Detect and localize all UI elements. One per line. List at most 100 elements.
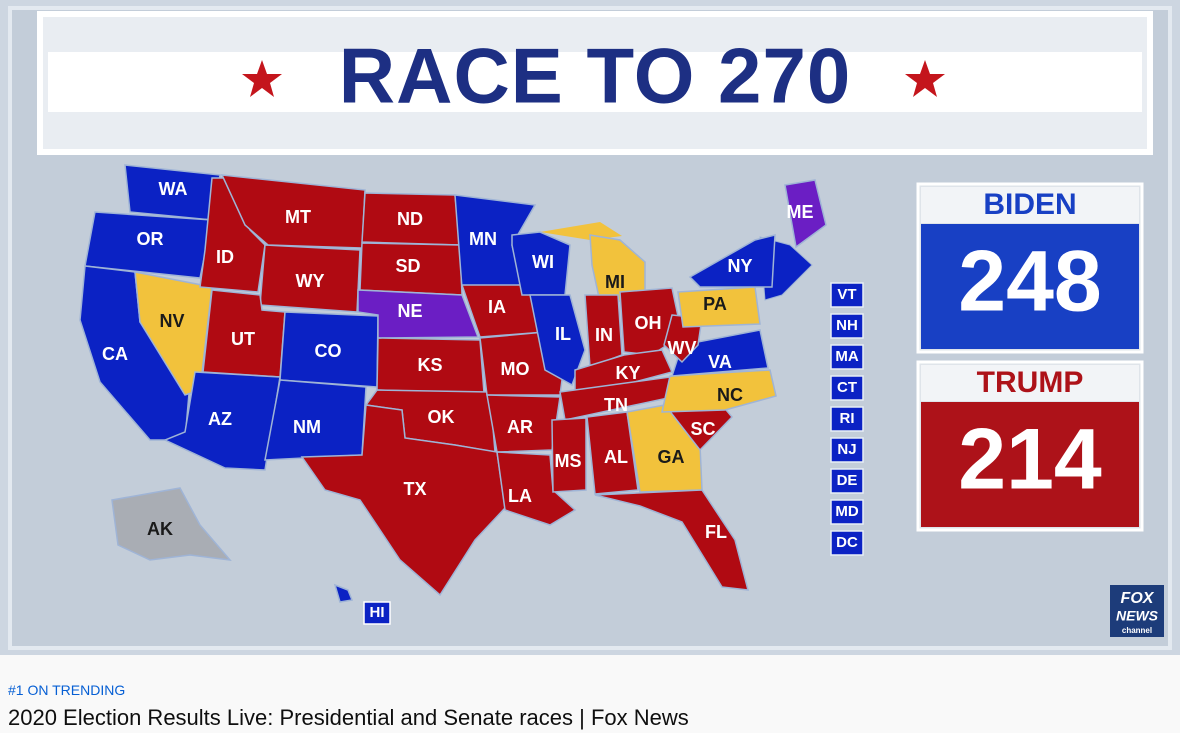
- state-label: AR: [507, 417, 533, 437]
- state-shape: [551, 417, 587, 493]
- state-box: [830, 499, 864, 525]
- state-label: MO: [501, 359, 530, 379]
- electoral-votes: 214: [958, 412, 1102, 508]
- state-shape: [84, 211, 213, 279]
- state-label: CO: [315, 341, 342, 361]
- state-label: WV: [668, 338, 697, 358]
- state-label: IA: [488, 297, 506, 317]
- state-label: DE: [837, 472, 858, 489]
- state-shape: [784, 179, 827, 249]
- state-shape: [586, 411, 639, 495]
- state-label: NJ: [837, 441, 856, 458]
- state-label: MI: [605, 272, 625, 292]
- state-box: [830, 344, 864, 370]
- video-frame[interactable]: RACE TO 270 WA OR CA NV ID MT WY UT AZ CO NM ND SD NE…: [0, 0, 1180, 655]
- state-label: WI: [532, 252, 554, 272]
- state-shape: [688, 234, 776, 288]
- state-label: ID: [216, 247, 234, 267]
- state-shape: [259, 244, 361, 313]
- state-label: NC: [717, 385, 743, 405]
- state-label: VA: [708, 352, 732, 372]
- score-body: [921, 224, 1139, 349]
- fox-logo: FOX NEWS channel: [1110, 585, 1164, 637]
- state-shape: [220, 174, 366, 249]
- trending-label[interactable]: #1 ON TRENDING: [8, 682, 126, 698]
- state-label: NM: [293, 417, 321, 437]
- state-shape: [529, 294, 586, 387]
- electoral-votes: 248: [958, 234, 1102, 330]
- state-label: VT: [837, 286, 856, 303]
- star: [905, 60, 945, 97]
- state-shape: [661, 369, 777, 413]
- state-shape: [677, 286, 761, 328]
- state-box: [830, 530, 864, 556]
- score-body: [921, 402, 1139, 527]
- logo-text: NEWS: [1116, 608, 1159, 624]
- state-label: OK: [428, 407, 455, 427]
- state-box: [363, 601, 391, 625]
- state-label: MA: [835, 348, 858, 365]
- score-header: [921, 187, 1139, 223]
- state-label: CT: [837, 379, 857, 396]
- candidate-name: BIDEN: [983, 188, 1076, 221]
- state-label: MD: [835, 503, 858, 520]
- state-label: UT: [231, 329, 255, 349]
- video-title: 2020 Election Results Live: Presidential…: [8, 705, 689, 730]
- state-label: GA: [658, 447, 685, 467]
- state-label: PA: [703, 294, 727, 314]
- state-label: CA: [102, 344, 128, 364]
- state-label: TN: [604, 395, 628, 415]
- state-label: DC: [836, 534, 858, 551]
- state-label: AK: [147, 519, 173, 539]
- logo-box: [1110, 585, 1164, 637]
- state-label: MT: [285, 207, 311, 227]
- logo-text: FOX: [1121, 590, 1155, 607]
- state-label: OR: [137, 229, 164, 249]
- state-box: [830, 468, 864, 494]
- state-label: WA: [159, 179, 188, 199]
- state-label: IL: [555, 324, 571, 344]
- state-label: KS: [417, 355, 442, 375]
- state-label: SC: [690, 419, 715, 439]
- state-label: ME: [787, 202, 814, 222]
- state-label: FL: [705, 522, 727, 542]
- candidate-name: TRUMP: [977, 366, 1084, 399]
- state-label: AZ: [208, 409, 232, 429]
- state-label: NY: [727, 256, 752, 276]
- logo-text: channel: [1122, 626, 1152, 635]
- state-box: [830, 313, 864, 339]
- state-label: WY: [296, 271, 325, 291]
- state-label: ND: [397, 209, 423, 229]
- state-box: [830, 406, 864, 432]
- state-label: AL: [604, 447, 628, 467]
- state-label: HI: [370, 604, 385, 621]
- score-header: [921, 365, 1139, 401]
- state-shape: [496, 451, 577, 526]
- banner-title: RACE TO 270: [339, 32, 851, 120]
- state-label: NE: [397, 301, 422, 321]
- state-label: NV: [159, 311, 184, 331]
- state-label: NH: [836, 317, 858, 334]
- scoreboard: BIDEN 248 TRUMP 214: [916, 182, 1144, 532]
- state-shape: [540, 222, 622, 240]
- state-box: [830, 375, 864, 401]
- state-label: KY: [615, 363, 640, 383]
- state-label: RI: [840, 410, 855, 427]
- state-shape: [111, 487, 232, 561]
- state-label: OH: [635, 313, 662, 333]
- state-label: MS: [555, 451, 582, 471]
- state-shape: [670, 329, 769, 377]
- state-box: [830, 437, 864, 463]
- state-label: SD: [395, 256, 420, 276]
- star: [242, 60, 282, 97]
- state-label: MN: [469, 229, 497, 249]
- state-label: LA: [508, 486, 532, 506]
- state-shape: [333, 583, 354, 603]
- state-box: [830, 282, 864, 308]
- state-shape: [594, 489, 750, 591]
- state-label: TX: [403, 479, 426, 499]
- banner-stripe: [48, 52, 1142, 112]
- map: WA OR CA NV ID MT WY UT AZ CO NM ND SD NE KS OK TX MN IA MO…: [79, 164, 864, 625]
- state-label: IN: [595, 325, 613, 345]
